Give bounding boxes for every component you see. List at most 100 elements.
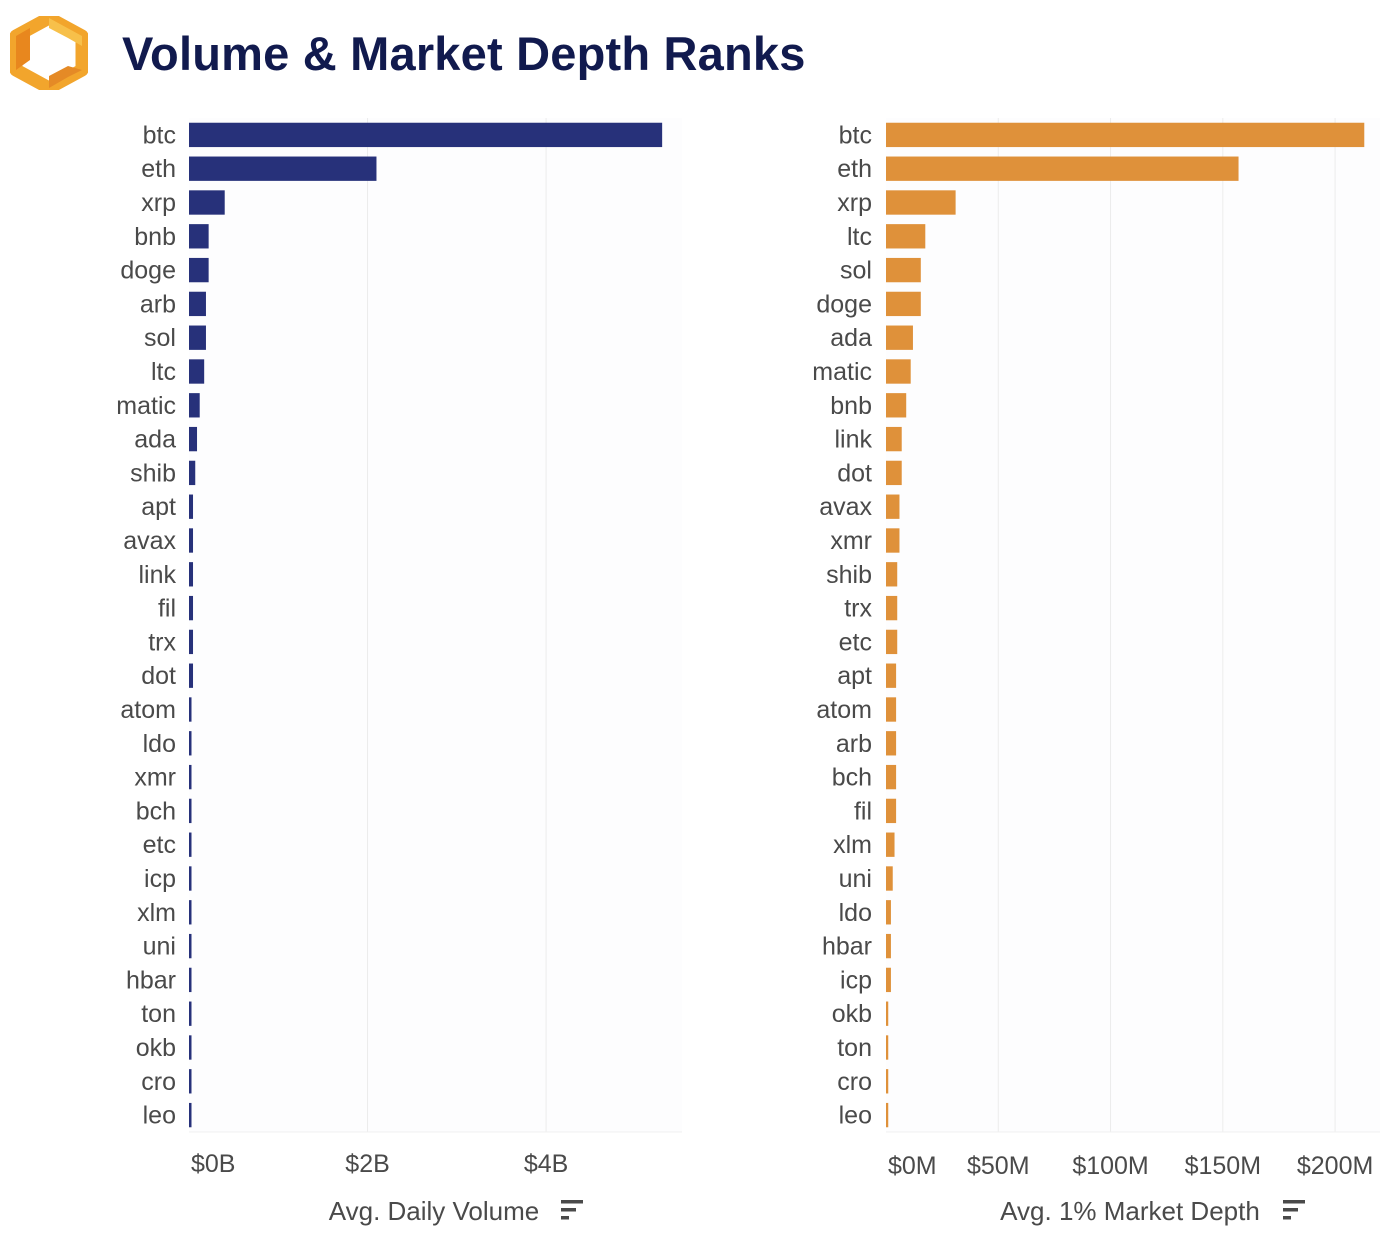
plot-area: [886, 118, 1380, 1132]
category-label: avax: [819, 493, 872, 521]
bar-avax[interactable]: [189, 528, 194, 553]
bar-xlm[interactable]: [189, 900, 192, 925]
bar-ton[interactable]: [886, 1035, 889, 1060]
bar-atom[interactable]: [886, 697, 897, 722]
category-label: matic: [116, 392, 176, 420]
bar-cro[interactable]: [189, 1069, 192, 1094]
bar-bch[interactable]: [189, 798, 192, 824]
bar-link[interactable]: [886, 426, 902, 452]
category-label: eth: [837, 155, 872, 183]
bar-shib[interactable]: [189, 460, 196, 486]
category-label: fil: [158, 595, 176, 623]
category-label: xrp: [837, 189, 872, 217]
bar-hbar[interactable]: [189, 967, 192, 993]
bar-trx[interactable]: [189, 629, 194, 655]
category-label: etc: [143, 831, 176, 859]
x-axis-title: Avg. 1% Market Depth: [1000, 1196, 1260, 1226]
sort-descending-icon[interactable]: [1283, 1200, 1305, 1220]
bar-uni[interactable]: [886, 866, 893, 891]
x-tick-label: $200M: [1297, 1152, 1373, 1180]
category-label: ldo: [839, 899, 872, 927]
bar-xrp[interactable]: [189, 190, 225, 215]
bar-xmr[interactable]: [189, 764, 192, 790]
bar-avax[interactable]: [886, 494, 900, 519]
bar-etc[interactable]: [189, 832, 192, 857]
bar-link[interactable]: [189, 562, 194, 587]
category-label: link: [834, 426, 872, 454]
bar-matic[interactable]: [886, 359, 911, 384]
category-label: leo: [839, 1102, 872, 1130]
bar-cro[interactable]: [886, 1069, 889, 1094]
bar-btc[interactable]: [886, 122, 1365, 148]
bar-ada[interactable]: [886, 325, 913, 350]
x-tick-label: $2B: [345, 1150, 389, 1178]
bar-bnb[interactable]: [886, 393, 907, 418]
category-label: apt: [837, 662, 872, 690]
category-label: uni: [143, 933, 176, 961]
bar-hbar[interactable]: [886, 933, 891, 959]
bar-bnb[interactable]: [189, 224, 209, 249]
bar-ltc[interactable]: [189, 359, 205, 384]
sort-descending-icon[interactable]: [561, 1200, 583, 1220]
bar-matic[interactable]: [189, 393, 200, 418]
category-label: dot: [837, 459, 872, 487]
category-label: ton: [141, 1000, 176, 1028]
bar-leo[interactable]: [886, 1102, 889, 1128]
bar-ton[interactable]: [189, 1001, 192, 1026]
x-tick-label: $100M: [1072, 1152, 1148, 1180]
header: Volume & Market Depth Ranks: [0, 0, 1400, 110]
category-label: ldo: [143, 730, 176, 758]
bar-xmr[interactable]: [886, 528, 900, 553]
bar-arb[interactable]: [189, 291, 206, 317]
sort-icon-line: [1283, 1200, 1305, 1204]
category-label: bnb: [830, 392, 872, 420]
bar-doge[interactable]: [189, 257, 209, 283]
sort-icon-line: [561, 1208, 576, 1212]
bar-icp[interactable]: [886, 967, 891, 993]
category-label: sol: [144, 324, 176, 352]
bar-trx[interactable]: [886, 595, 898, 621]
bar-doge[interactable]: [886, 291, 921, 317]
bar-apt[interactable]: [189, 494, 194, 519]
category-label: arb: [836, 730, 872, 758]
bar-sol[interactable]: [189, 325, 206, 350]
bar-ada[interactable]: [189, 426, 198, 452]
category-label: ada: [830, 324, 872, 352]
category-label: atom: [816, 696, 872, 724]
bar-dot[interactable]: [886, 460, 902, 486]
bar-sol[interactable]: [886, 257, 921, 283]
category-label: bch: [136, 797, 176, 825]
category-label: xlm: [137, 899, 176, 927]
bar-ldo[interactable]: [189, 731, 192, 756]
bar-okb[interactable]: [886, 1001, 889, 1026]
category-label: trx: [148, 628, 176, 656]
bar-uni[interactable]: [189, 933, 192, 959]
sort-icon-line: [561, 1216, 569, 1220]
category-label: apt: [141, 493, 176, 521]
bar-fil[interactable]: [189, 595, 194, 621]
bar-okb[interactable]: [189, 1035, 192, 1060]
bar-icp[interactable]: [189, 866, 192, 891]
category-label: cro: [837, 1068, 872, 1096]
bar-eth[interactable]: [886, 156, 1239, 181]
bar-xlm[interactable]: [886, 832, 895, 857]
bar-leo[interactable]: [189, 1102, 192, 1128]
bar-shib[interactable]: [886, 562, 898, 587]
bar-fil[interactable]: [886, 798, 897, 824]
bar-btc[interactable]: [189, 122, 663, 148]
bar-apt[interactable]: [886, 663, 897, 688]
bar-ldo[interactable]: [886, 900, 891, 925]
category-label: avax: [123, 527, 176, 555]
category-label: xlm: [833, 831, 872, 859]
bar-dot[interactable]: [189, 663, 194, 688]
bar-bch[interactable]: [886, 764, 897, 790]
bar-arb[interactable]: [886, 731, 897, 756]
bar-ltc[interactable]: [886, 224, 926, 249]
category-label: leo: [143, 1102, 176, 1130]
bar-xrp[interactable]: [886, 190, 956, 215]
bar-atom[interactable]: [189, 697, 192, 722]
category-label: arb: [140, 290, 176, 318]
category-label: xrp: [141, 189, 176, 217]
bar-etc[interactable]: [886, 629, 898, 655]
bar-eth[interactable]: [189, 156, 377, 181]
